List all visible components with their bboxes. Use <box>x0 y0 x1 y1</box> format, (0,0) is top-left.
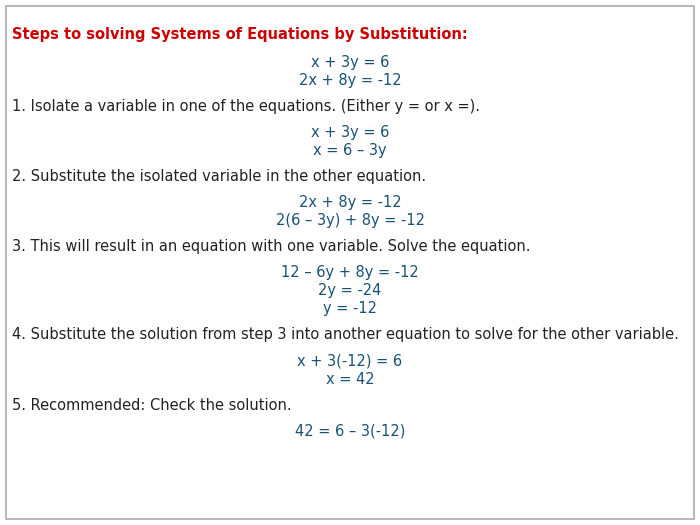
Text: 1. Isolate a variable in one of the equations. (Either y = or x =).: 1. Isolate a variable in one of the equa… <box>12 100 480 114</box>
Text: 2(6 – 3y) + 8y = -12: 2(6 – 3y) + 8y = -12 <box>276 214 424 228</box>
Text: y = -12: y = -12 <box>323 301 377 317</box>
Text: Steps to solving Systems of Equations by Substitution:: Steps to solving Systems of Equations by… <box>12 27 468 43</box>
Text: 3. This will result in an equation with one variable. Solve the equation.: 3. This will result in an equation with … <box>12 239 531 255</box>
Text: 5. Recommended: Check the solution.: 5. Recommended: Check the solution. <box>12 397 292 413</box>
Text: x = 6 – 3y: x = 6 – 3y <box>313 143 387 159</box>
Text: 42 = 6 – 3(-12): 42 = 6 – 3(-12) <box>295 424 405 438</box>
Text: x + 3(-12) = 6: x + 3(-12) = 6 <box>298 353 402 369</box>
Text: 4. Substitute the solution from step 3 into another equation to solve for the ot: 4. Substitute the solution from step 3 i… <box>12 328 679 342</box>
Text: 2. Substitute the isolated variable in the other equation.: 2. Substitute the isolated variable in t… <box>12 170 426 184</box>
FancyBboxPatch shape <box>6 6 694 519</box>
Text: x + 3y = 6: x + 3y = 6 <box>311 56 389 70</box>
Text: 2y = -24: 2y = -24 <box>318 284 382 299</box>
Text: x + 3y = 6: x + 3y = 6 <box>311 125 389 141</box>
Text: 2x + 8y = -12: 2x + 8y = -12 <box>299 74 401 89</box>
Text: 2x + 8y = -12: 2x + 8y = -12 <box>299 195 401 211</box>
Text: 12 – 6y + 8y = -12: 12 – 6y + 8y = -12 <box>281 266 419 280</box>
Text: x = 42: x = 42 <box>326 372 374 386</box>
